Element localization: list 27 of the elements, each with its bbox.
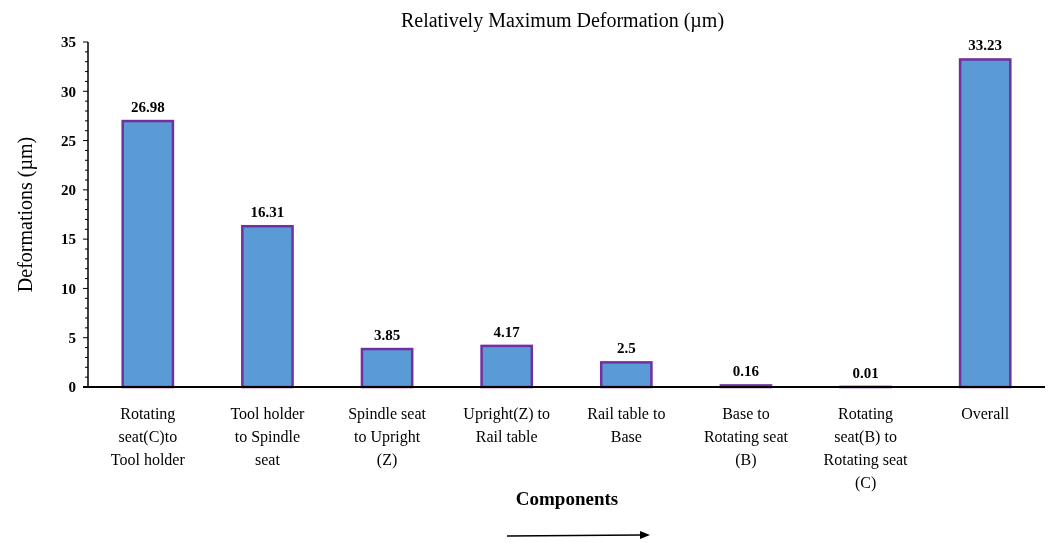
x-tick-label: Spindle seat to Upright (Z): [348, 405, 427, 469]
x-tick-label: Rail table to Base: [587, 405, 666, 445]
y-tick-label: 10: [61, 280, 76, 297]
data-label: 3.85: [373, 327, 401, 344]
y-axis-title: Deformations (µm): [14, 136, 37, 293]
x-tick-label: Rotating seat(B) to Rotating seat (C): [823, 405, 909, 492]
y-tick-label: 20: [61, 182, 76, 199]
y-tick-label: 0: [68, 379, 76, 396]
y-tick-label: 35: [61, 34, 76, 51]
x-tick-label: Base to Rotating seat (B): [703, 405, 789, 469]
data-label: 26.98: [130, 99, 165, 116]
data-label: 16.31: [250, 204, 285, 221]
x-tick-label: Upright(Z) to Rail table: [463, 405, 551, 445]
data-label: 0.01: [852, 364, 879, 381]
y-tick-label: 15: [61, 231, 76, 248]
x-tick-label: Tool holder to Spindle seat: [230, 405, 306, 468]
x-tick-label: Overall: [961, 405, 1010, 422]
x-axis-title: Components: [515, 488, 619, 509]
y-tick-label: 25: [61, 132, 76, 149]
y-tick-label: 30: [61, 83, 76, 100]
y-tick-label: 5: [68, 329, 76, 346]
chart-title: Relatively Maximum Deformation (µm): [400, 9, 725, 32]
data-label: 4.17: [493, 323, 521, 340]
data-label: 33.23: [968, 37, 1003, 54]
data-label: 0.16: [732, 363, 760, 380]
data-label: 2.5: [616, 340, 636, 357]
x-tick-label: Rotating seat(C)to Tool holder: [110, 405, 186, 468]
